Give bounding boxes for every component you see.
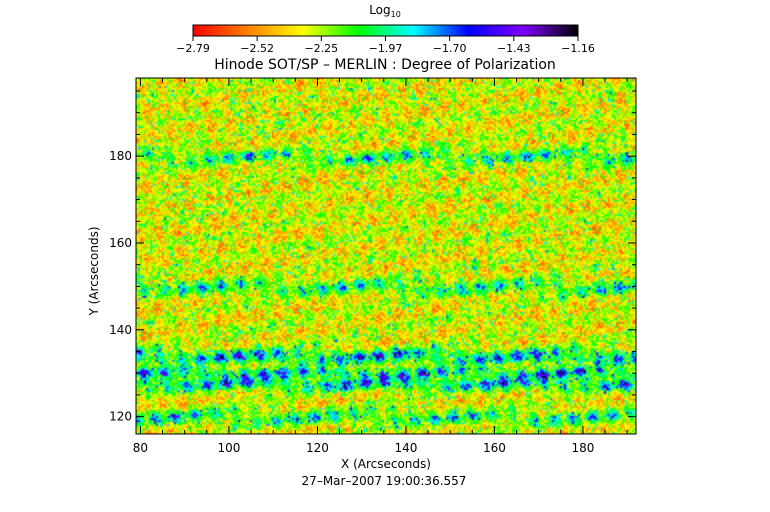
- x-tick-label: 120: [306, 441, 329, 455]
- timestamp: 27–Mar–2007 19:00:36.557: [302, 474, 467, 488]
- x-axis-label: X (Arcseconds): [341, 457, 431, 471]
- colorbar-tick-label: −1.16: [561, 42, 595, 55]
- x-tick-label: 160: [483, 441, 506, 455]
- colorbar-gradient: [192, 24, 579, 37]
- y-tick-label: 140: [109, 323, 132, 337]
- colorbar-tick-label: −2.79: [176, 42, 210, 55]
- colorbar-label: Log10: [369, 3, 401, 19]
- y-tick-label: 160: [109, 236, 132, 250]
- colorbar: Log10 −2.79 −2.52 −2.25 −1.97 −1.70 −1.43 −1.1…: [176, 3, 595, 55]
- colorbar-tick-label: −2.25: [304, 42, 338, 55]
- colorbar-tick-label: −1.70: [433, 42, 467, 55]
- y-axis: 120 140 160 180: [109, 90, 636, 424]
- x-tick-label: 80: [133, 441, 148, 455]
- x-axis: 80 100 120 140 160 180: [133, 78, 628, 455]
- y-axis-label: Y (Arcseconds): [87, 226, 101, 316]
- colorbar-tick-label: −1.43: [497, 42, 531, 55]
- y-tick-label: 120: [109, 410, 132, 424]
- chart-title: Hinode SOT/SP – MERLIN : Degree of Polar…: [214, 57, 556, 73]
- y-tick-label: 180: [109, 149, 132, 163]
- colorbar-ticks: −2.79 −2.52 −2.25 −1.97 −1.70 −1.43 −1.16: [176, 36, 595, 55]
- x-tick-label: 100: [217, 441, 240, 455]
- heatmap-image: [136, 78, 636, 434]
- plot-frame: [135, 77, 637, 435]
- colorbar-tick-label: −1.97: [369, 42, 403, 55]
- plot-area: 80 100 120 140 160 180 120 140 160 180: [109, 77, 637, 455]
- colorbar-tick-label: −2.52: [240, 42, 274, 55]
- x-tick-label: 180: [571, 441, 594, 455]
- x-tick-label: 140: [394, 441, 417, 455]
